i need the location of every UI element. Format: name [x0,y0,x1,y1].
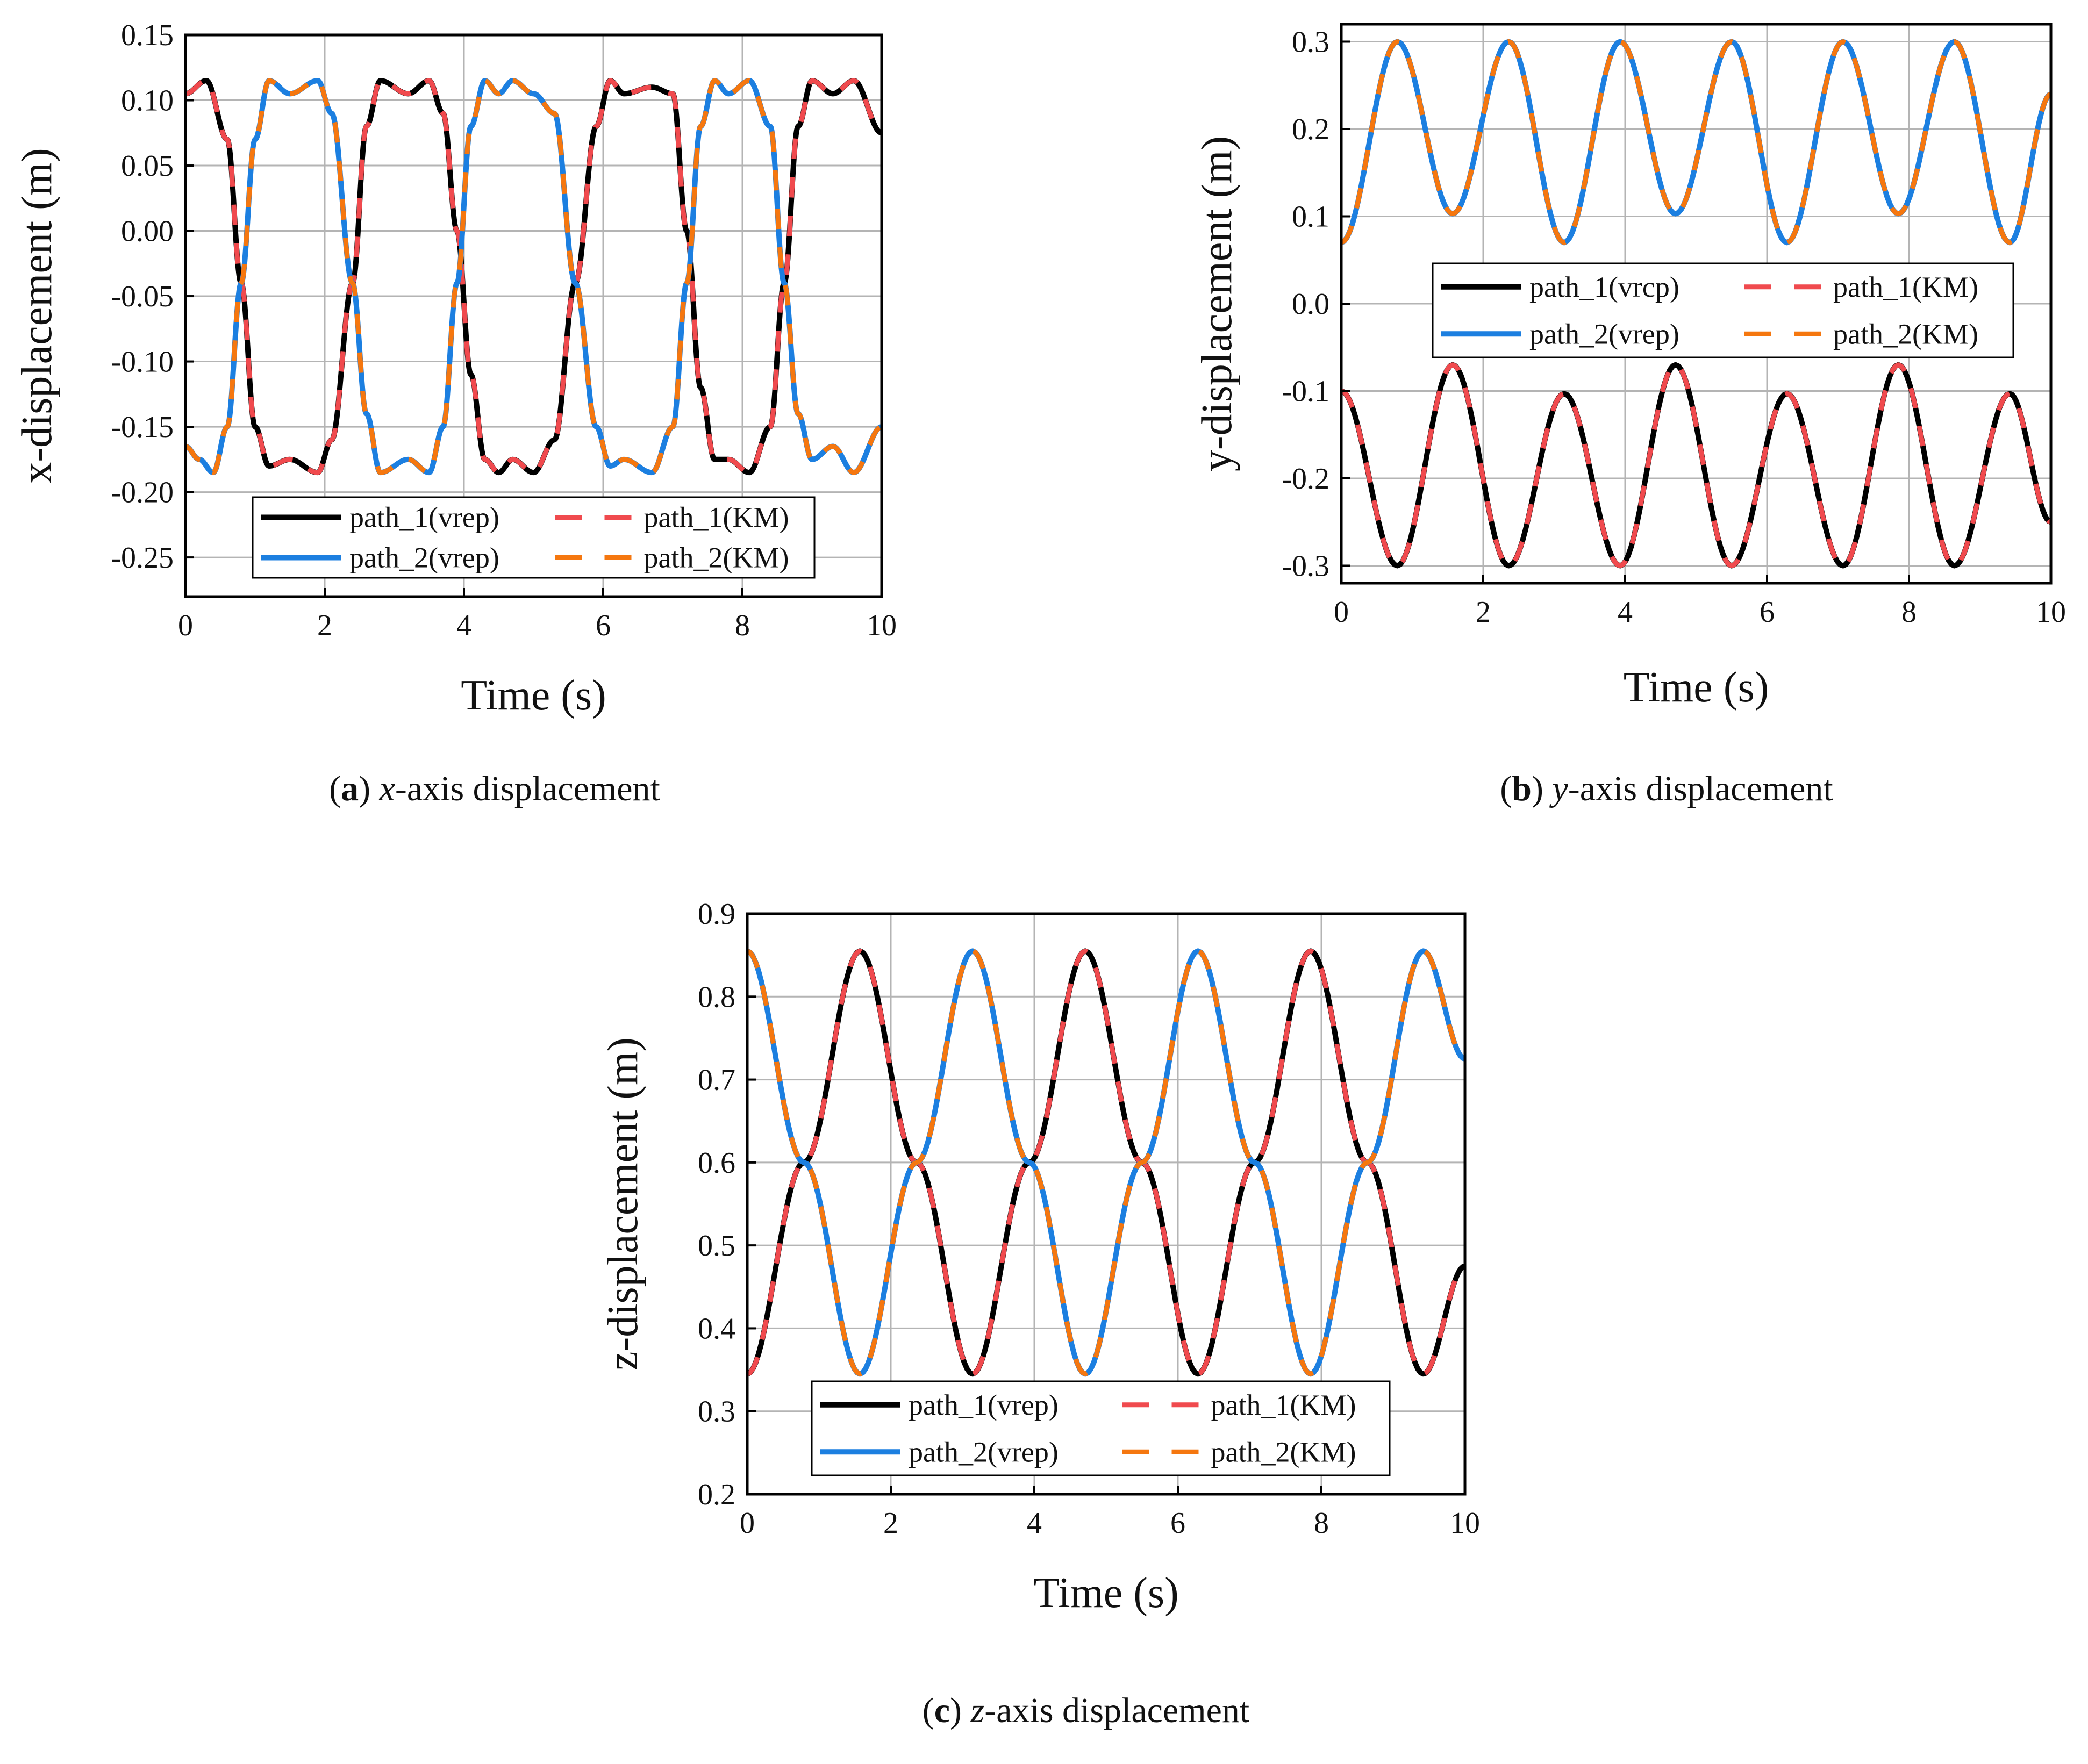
x-tick-label: 4 [456,609,471,642]
series-group [1341,39,2051,569]
y-tick-label: -0.25 [111,541,174,575]
y-tick-label: 0.10 [121,84,174,118]
x-tick-label: 4 [1027,1507,1042,1540]
y-axis-title: y-displacement (m) [1193,136,1241,471]
x-tick-label: 8 [735,609,750,642]
legend-label: path_2(KM) [1833,318,1978,350]
y-tick-label: 0.00 [121,215,174,248]
legend-label: path_2(KM) [1211,1436,1356,1468]
y-tick-label: 0.5 [698,1229,735,1263]
y-tick-label: 0.3 [1292,26,1329,59]
legend-label: path_1(vrep) [349,501,499,534]
y-tick-label: -0.3 [1282,550,1329,583]
y-tick-label: 0.3 [698,1395,735,1429]
y-tick-label: 0.2 [698,1478,735,1511]
legend-box [811,1380,1391,1476]
panel-c-chart: 0 2 4 6 8 10 0.9 0.8 0.7 0.6 0.5 0.4 0.3 0.2 Time (s) z… [599,898,1480,1617]
y-tick-label: -0.10 [111,346,174,379]
caption-b: (b) y-axis displacement [1500,769,1833,808]
series-group [747,948,1465,1377]
y-tick-label: -0.05 [111,280,174,313]
legend-label: path_2(vrep) [909,1436,1059,1468]
legend: path_1(vrcp) path_1(KM) path_2(vrep) path_2… [1432,262,2014,358]
legend-label: path_1(KM) [1833,271,1978,303]
legend-label: path_2(KM) [644,542,789,574]
x-tick-label: 2 [883,1507,898,1540]
x-tick-label: 6 [596,609,611,642]
y-axis-title: x-displacement (m) [13,148,61,483]
x-tick-label: 6 [1760,596,1775,629]
panel-a-chart: 0 2 4 6 8 10 0.15 0.10 0.05 0.00 -0.05 -0.10 -0.15 -0… [13,19,897,719]
y-tick-label: -0.1 [1282,375,1329,408]
y-tick-label: 0.4 [698,1312,735,1345]
series-line-path-1-KM [1341,362,2051,568]
legend: path_1(vrep) path_1(KM) path_2(vrep) path_2… [811,1380,1391,1476]
x-tick-label: 2 [317,609,332,642]
y-tick-label: 0.9 [698,898,735,931]
legend-box [252,496,816,579]
legend-label: path_2(vrep) [1529,318,1679,350]
x-tick-label: 0 [178,609,193,642]
y-tick-label: 0.1 [1292,200,1329,234]
y-tick-label: 0.2 [1292,113,1329,146]
series-line-path-1-KM [747,948,1465,1376]
y-tick-label: -0.2 [1282,462,1329,496]
legend-label: path_1(KM) [644,501,789,534]
series-line-path-2-vrep [185,78,882,476]
x-tick-label: 10 [867,609,897,642]
legend-label: path_2(vrep) [349,542,499,574]
y-tick-label: 0.8 [698,980,735,1014]
series-line-path-2-KM [1341,39,2051,245]
series-line-path-1-KM [185,78,882,475]
y-tick-label: -0.20 [111,476,174,510]
y-tick-label: 0.0 [1292,288,1329,321]
x-tick-label: 10 [2036,596,2066,629]
x-tick-label: 0 [740,1507,755,1540]
y-tick-label: 0.05 [121,149,174,183]
x-axis-title: Time (s) [1624,664,1769,711]
legend-box [1432,262,2014,358]
y-tick-label: 0.6 [698,1146,735,1180]
series-line-path-2-KM [747,948,1465,1376]
x-axis-title: Time (s) [461,672,606,719]
x-axis-title: Time (s) [1033,1569,1178,1617]
legend: path_1(vrep) path_1(KM) path_2(vrep) path_2… [252,496,816,579]
x-tick-label: 8 [1901,596,1917,629]
series-group [185,78,882,476]
y-tick-label: -0.15 [111,411,174,444]
x-tick-label: 8 [1314,1507,1329,1540]
y-tick-label: 0.15 [121,19,174,52]
axes-frame [184,33,883,598]
axes-frame [746,912,1467,1496]
y-tick-label: 0.7 [698,1064,735,1097]
caption-a: (a) x-axis displacement [329,769,660,808]
legend-label: path_1(vrep) [909,1389,1059,1421]
legend-label: path_1(KM) [1211,1389,1356,1421]
legend-label: path_1(vrcp) [1529,271,1679,303]
x-tick-label: 2 [1476,596,1491,629]
x-tick-label: 10 [1450,1507,1480,1540]
x-tick-label: 4 [1618,596,1633,629]
y-axis-title: z-displacement (m) [599,1037,647,1371]
x-tick-label: 6 [1170,1507,1185,1540]
caption-c: (c) z-axis displacement [922,1691,1250,1730]
panel-b-chart: 0 2 4 6 8 10 0.3 0.2 0.1 0.0 -0.1 -0.2 -0.3 Time (s) y… [1193,23,2066,711]
x-tick-label: 0 [1334,596,1349,629]
